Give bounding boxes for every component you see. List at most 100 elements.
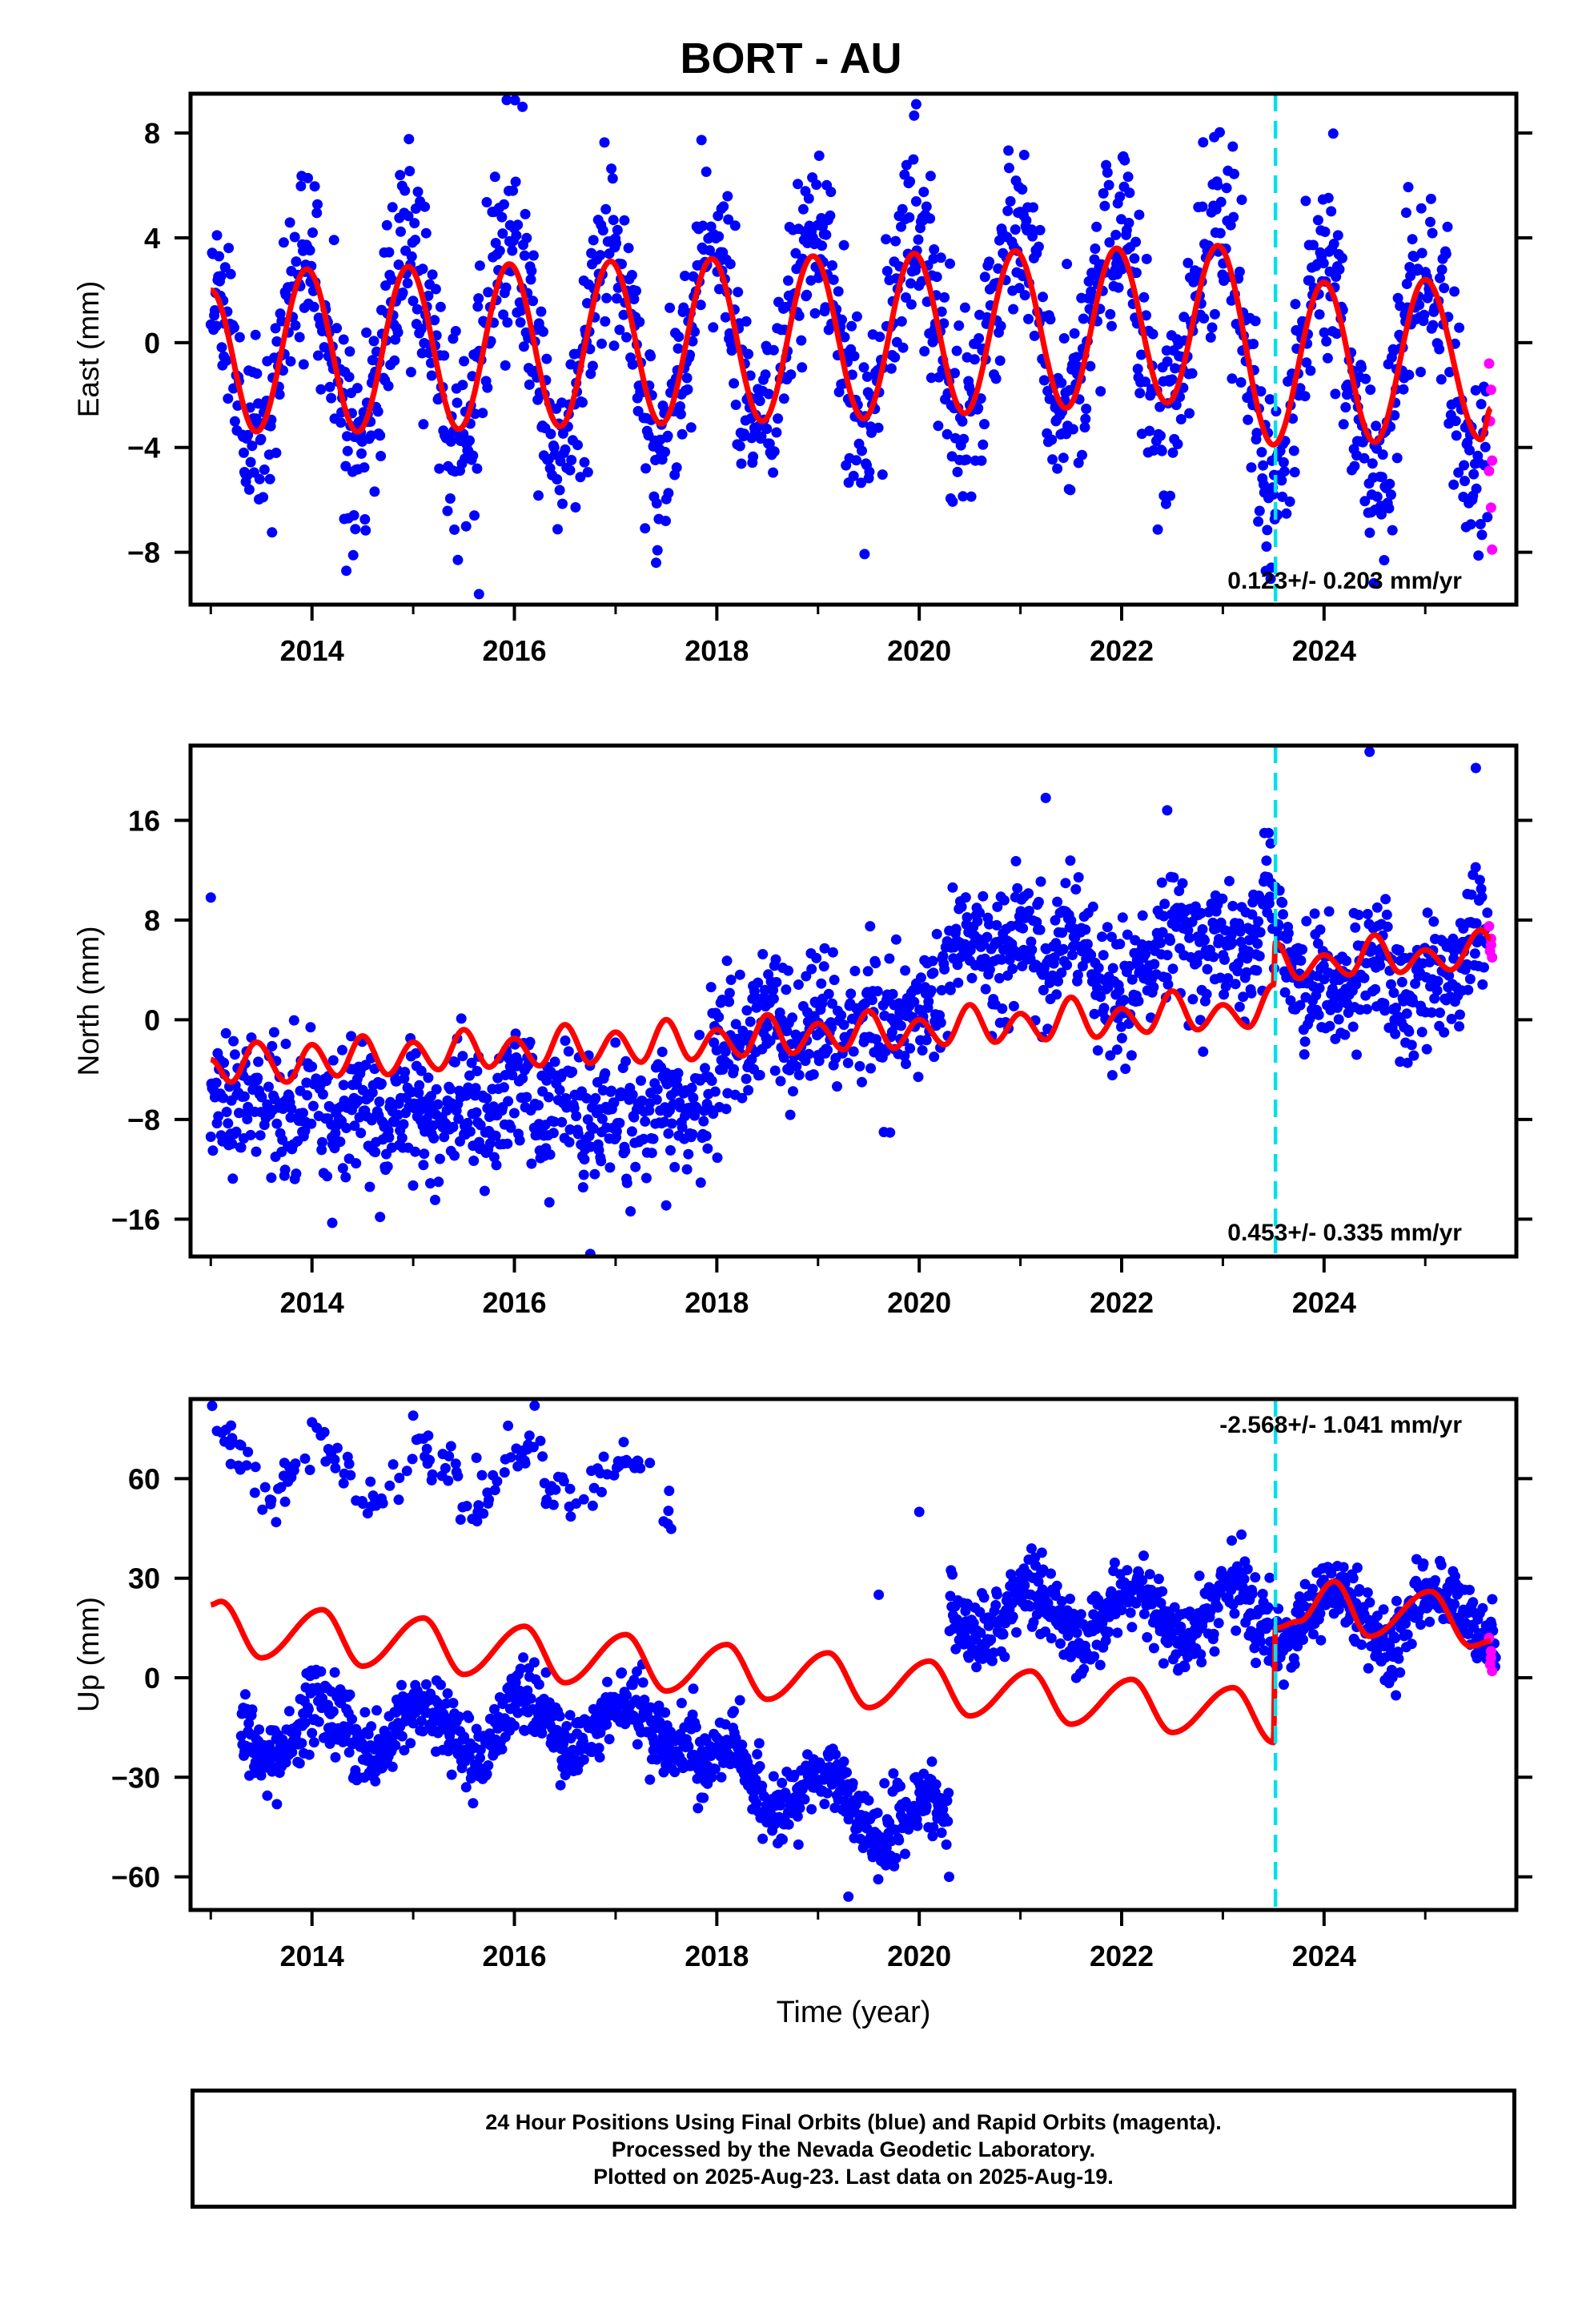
- data-point: [986, 1634, 997, 1645]
- data-point: [596, 338, 607, 349]
- data-point: [1050, 938, 1062, 949]
- data-point: [905, 176, 916, 187]
- data-point: [211, 320, 222, 332]
- data-point: [1092, 1045, 1103, 1056]
- rapid-orbit-point: [1487, 952, 1498, 963]
- data-point: [734, 440, 745, 452]
- data-point: [976, 455, 987, 466]
- data-point: [575, 472, 586, 483]
- data-point: [611, 1126, 622, 1137]
- data-point: [469, 408, 480, 420]
- data-point: [1482, 907, 1493, 919]
- data-point: [947, 1569, 958, 1580]
- data-point: [931, 928, 942, 939]
- data-point: [593, 1743, 604, 1754]
- data-point: [957, 416, 968, 427]
- data-point: [1058, 943, 1069, 955]
- data-point: [423, 1072, 434, 1084]
- data-point: [1367, 458, 1378, 469]
- data-point: [1448, 479, 1460, 490]
- data-point: [544, 1149, 556, 1160]
- data-point: [370, 1147, 381, 1158]
- data-point: [890, 934, 901, 945]
- data-point: [1312, 215, 1323, 226]
- data-point: [1301, 915, 1312, 927]
- data-point: [698, 1116, 709, 1127]
- data-point: [349, 1120, 360, 1132]
- data-point: [801, 289, 813, 300]
- data-point: [1427, 227, 1438, 239]
- data-point: [998, 944, 1009, 955]
- data-point: [606, 1085, 617, 1096]
- data-point: [632, 1739, 643, 1750]
- data-point: [311, 207, 323, 219]
- data-point: [959, 302, 970, 313]
- data-point: [563, 1046, 574, 1057]
- data-point: [1007, 1611, 1018, 1622]
- data-point: [299, 1125, 311, 1136]
- data-point: [386, 274, 397, 285]
- data-point: [1212, 1602, 1223, 1613]
- data-point: [1071, 1627, 1082, 1638]
- data-point: [497, 228, 508, 239]
- data-point: [873, 1874, 884, 1885]
- data-point: [255, 433, 267, 444]
- data-point: [1003, 145, 1014, 156]
- data-point: [896, 1020, 906, 1031]
- data-point: [945, 258, 955, 269]
- data-point: [548, 1116, 560, 1128]
- data-point: [1007, 963, 1018, 975]
- data-point: [1319, 227, 1331, 237]
- data-point: [921, 201, 932, 212]
- data-point: [950, 432, 961, 444]
- data-point: [1065, 485, 1076, 496]
- data-point: [702, 1143, 713, 1154]
- data-point: [1432, 975, 1443, 987]
- data-point: [457, 1051, 468, 1062]
- data-point: [507, 245, 518, 256]
- data-point: [1057, 927, 1068, 939]
- data-point: [1380, 894, 1391, 905]
- data-point: [524, 379, 535, 390]
- data-point: [941, 1839, 952, 1850]
- data-point: [554, 1084, 565, 1096]
- data-point: [279, 1164, 291, 1176]
- data-point: [640, 523, 651, 534]
- data-point: [1453, 467, 1464, 478]
- data-point: [813, 1055, 825, 1067]
- data-point: [525, 1693, 536, 1704]
- data-point: [1427, 320, 1439, 331]
- data-point: [1319, 327, 1330, 338]
- data-point: [1117, 912, 1128, 923]
- x-tick-label: 2024: [1292, 634, 1356, 667]
- data-point: [785, 369, 797, 380]
- data-point: [315, 384, 327, 395]
- data-point: [220, 1027, 231, 1039]
- data-point: [612, 224, 623, 235]
- data-point: [430, 1194, 440, 1205]
- data-point: [1309, 908, 1320, 919]
- data-point: [600, 316, 611, 327]
- data-point: [446, 1769, 457, 1780]
- data-point: [733, 287, 744, 298]
- data-point: [307, 1727, 318, 1739]
- data-point: [420, 201, 431, 212]
- data-point: [259, 1482, 271, 1493]
- data-point: [935, 1017, 946, 1028]
- data-point: [652, 1084, 663, 1095]
- data-point: [616, 1667, 628, 1679]
- data-point: [444, 493, 456, 504]
- data-point: [1247, 909, 1258, 920]
- data-point: [910, 196, 921, 207]
- data-point: [839, 332, 850, 343]
- data-point: [555, 456, 566, 467]
- data-point: [1323, 192, 1334, 203]
- data-point: [1065, 855, 1076, 866]
- data-point: [449, 1056, 460, 1068]
- data-point: [526, 1158, 537, 1169]
- data-point: [1198, 137, 1209, 148]
- data-point: [435, 301, 446, 312]
- y-tick-label: 8: [144, 117, 160, 150]
- data-point: [1255, 386, 1267, 397]
- data-point: [1459, 460, 1470, 471]
